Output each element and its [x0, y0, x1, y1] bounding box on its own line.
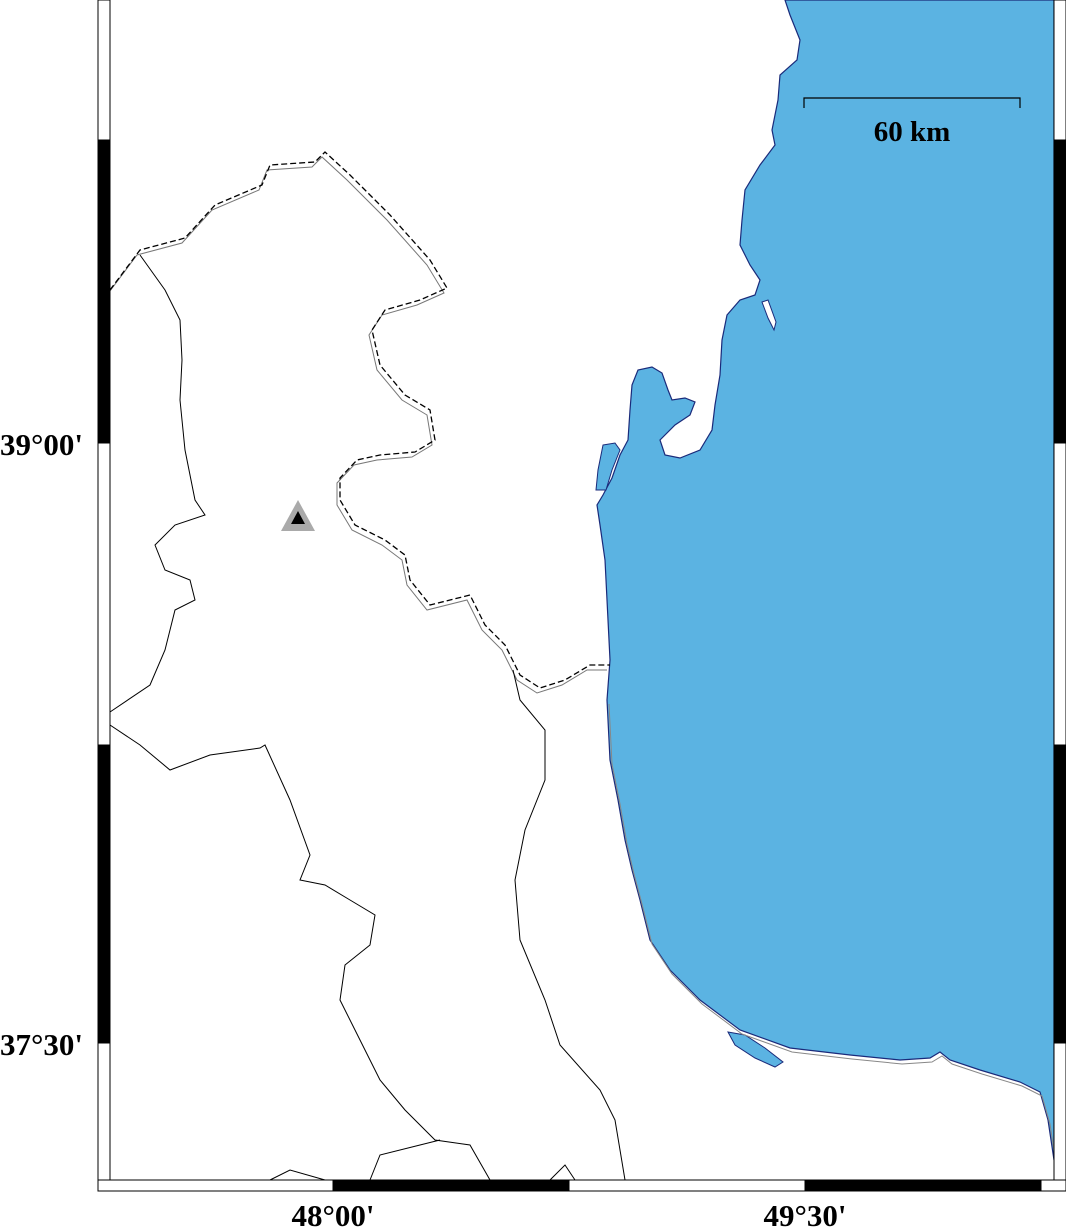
lon-label-48-00: 48°00' — [291, 1198, 374, 1229]
scale-bar: 60 km — [803, 97, 1021, 148]
province-border — [269, 1169, 326, 1181]
lat-label-37-30: 37°30' — [0, 1027, 83, 1062]
frame-left-segment — [97, 744, 111, 1044]
coastline-outline — [608, 703, 1057, 1165]
map-frame — [97, 0, 1066, 1192]
national-border-shadow — [106, 156, 607, 694]
lat-label-39-00: 39°00' — [0, 427, 83, 462]
province-border — [512, 669, 626, 1181]
frame-bottom-segment — [332, 1179, 570, 1192]
frame-right-segment — [1053, 744, 1066, 1044]
marker-inner-triangle — [291, 511, 305, 524]
lagoon-north — [595, 442, 621, 491]
station-marker — [281, 500, 315, 531]
national-border — [109, 151, 610, 689]
province-border — [369, 1139, 441, 1181]
province-border — [549, 1164, 576, 1181]
province-border — [109, 724, 491, 1181]
caspian-sea — [596, 0, 1055, 1161]
lon-label-49-30: 49°30' — [763, 1198, 846, 1229]
frame-bottom — [97, 1179, 1066, 1192]
province-borders — [109, 254, 626, 1181]
frame-left-segment — [97, 139, 111, 444]
scale-bar-label: 60 km — [874, 116, 951, 148]
scale-bar-line — [803, 97, 1021, 108]
province-border — [109, 254, 206, 713]
anzali-lagoon — [727, 1031, 784, 1068]
spit-island — [761, 299, 777, 332]
frame-bottom-segment — [804, 1179, 1042, 1192]
frame-right-segment — [1053, 139, 1066, 444]
